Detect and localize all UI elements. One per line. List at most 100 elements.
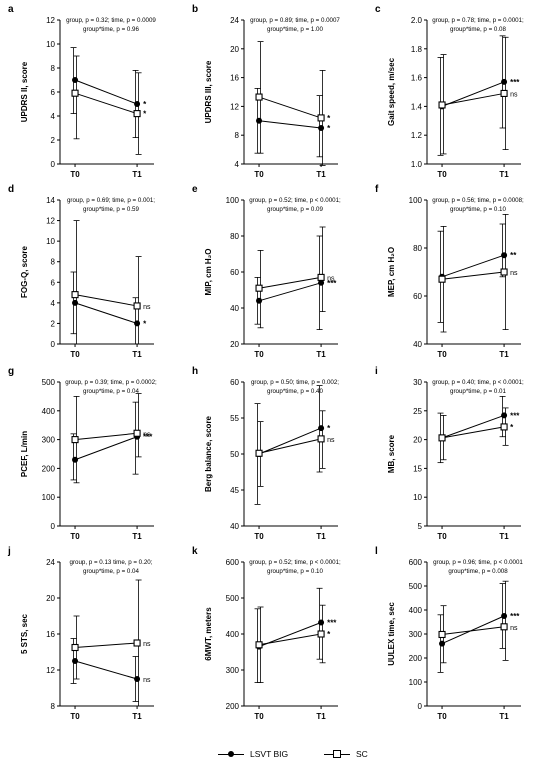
y-axis-label: FOG-Q, score bbox=[20, 245, 29, 298]
y-tick-label: 8 bbox=[51, 258, 56, 267]
series-line bbox=[74, 660, 138, 680]
stats-annotation: group*time, p = 0.04 bbox=[83, 568, 139, 575]
y-tick-label: 40 bbox=[230, 522, 239, 531]
filled-circle-marker-icon bbox=[218, 749, 244, 759]
legend-item-lsvt-big: LSVT BIG bbox=[218, 745, 288, 763]
y-tick-label: 12 bbox=[46, 666, 55, 675]
chart-panel-l: l 0 100 200 300 400 500 600 T0 T1 UULEX time, sec g… bbox=[375, 546, 523, 721]
y-tick-label: 300 bbox=[42, 436, 56, 445]
significance-label: * bbox=[327, 114, 331, 123]
y-tick-label: 60 bbox=[413, 292, 422, 301]
significance-label: * bbox=[327, 630, 331, 639]
data-point-square bbox=[438, 630, 446, 639]
panel-letter: k bbox=[192, 546, 198, 557]
y-tick-label: 45 bbox=[230, 486, 239, 495]
y-tick-label: 100 bbox=[42, 493, 56, 502]
data-point-square bbox=[133, 429, 141, 437]
y-tick-label: 55 bbox=[230, 414, 239, 423]
y-tick-label: 100 bbox=[226, 196, 240, 205]
x-tick-label: T0 bbox=[437, 350, 447, 359]
data-point-circle bbox=[72, 77, 79, 83]
y-tick-label: 2 bbox=[51, 319, 56, 328]
y-tick-label: 15 bbox=[413, 464, 422, 473]
y-tick-label: 10 bbox=[46, 40, 55, 49]
significance-label: ns bbox=[143, 431, 151, 438]
x-tick-label: T0 bbox=[437, 532, 447, 541]
y-tick-label: 200 bbox=[42, 464, 56, 473]
stats-annotation: group, p = 0.89; time, p = 0.0007 bbox=[250, 17, 340, 24]
chart-panel-a: a 0 2 4 6 8 10 12 T0 T1 UPDRS II, score group, p = … bbox=[8, 4, 156, 179]
series-line bbox=[74, 92, 138, 115]
y-tick-label: 100 bbox=[409, 196, 423, 205]
y-axis-label: 5 STS, sec bbox=[20, 613, 29, 654]
y-axis-label: Berg balance, score bbox=[204, 415, 213, 492]
data-point-square bbox=[71, 436, 79, 444]
series-line bbox=[441, 254, 505, 278]
y-tick-label: 20 bbox=[46, 594, 55, 603]
series-line bbox=[75, 642, 138, 648]
x-tick-label: T1 bbox=[499, 170, 509, 179]
significance-label: ns bbox=[510, 270, 518, 277]
x-tick-label: T1 bbox=[316, 170, 326, 179]
data-point-circle bbox=[439, 640, 446, 647]
x-tick-label: T1 bbox=[499, 712, 509, 721]
y-tick-label: 1.8 bbox=[411, 45, 423, 54]
y-tick-label: 300 bbox=[409, 630, 423, 639]
y-tick-label: 200 bbox=[226, 702, 240, 711]
panel-letter: j bbox=[7, 546, 11, 557]
x-tick-label: T1 bbox=[132, 712, 142, 721]
stats-annotation: group*time, p = 0.008 bbox=[448, 568, 508, 575]
significance-label: ns bbox=[510, 625, 518, 632]
y-tick-label: 0 bbox=[51, 340, 56, 349]
x-tick-label: T0 bbox=[254, 712, 264, 721]
y-tick-label: 10 bbox=[46, 237, 55, 246]
x-tick-label: T0 bbox=[70, 170, 80, 179]
stats-annotation: group*time, p = 0.09 bbox=[267, 206, 323, 213]
significance-label: * bbox=[510, 423, 514, 432]
data-point-circle bbox=[501, 613, 508, 619]
panel-letter: i bbox=[375, 366, 378, 377]
y-tick-label: 40 bbox=[230, 304, 239, 313]
chart-panel-b: b 4 8 12 16 20 24 T0 T1 UPDRS III, score group, p … bbox=[192, 4, 340, 179]
data-point-circle bbox=[134, 320, 141, 327]
data-point-square bbox=[500, 423, 508, 431]
data-point-circle bbox=[501, 412, 508, 419]
y-tick-label: 20 bbox=[413, 436, 422, 445]
series-line bbox=[74, 79, 138, 105]
y-axis-label: Gait speed, m/sec bbox=[387, 57, 396, 126]
series-line bbox=[441, 92, 505, 106]
significance-label: *** bbox=[510, 78, 520, 87]
x-tick-label: T0 bbox=[70, 712, 80, 721]
data-point-circle bbox=[318, 619, 325, 626]
significance-label: ** bbox=[510, 251, 517, 260]
y-tick-label: 100 bbox=[409, 678, 423, 687]
y-tick-label: 12 bbox=[46, 16, 55, 25]
data-point-square bbox=[71, 643, 79, 652]
y-axis-label: UPDRS III, score bbox=[204, 60, 213, 123]
y-tick-label: 2.0 bbox=[411, 16, 423, 25]
stats-annotation: group, p = 0.32; time, p = 0.0009 bbox=[66, 17, 156, 24]
significance-label: *** bbox=[143, 433, 153, 442]
significance-label: * bbox=[143, 110, 147, 119]
x-tick-label: T0 bbox=[437, 170, 447, 179]
series-line bbox=[258, 120, 322, 129]
significance-label: ns bbox=[143, 677, 151, 684]
data-point-circle bbox=[501, 78, 508, 85]
x-tick-label: T0 bbox=[254, 532, 264, 541]
y-tick-label: 40 bbox=[413, 340, 422, 349]
panel-letter: c bbox=[375, 4, 381, 15]
data-point-circle bbox=[72, 299, 79, 306]
x-tick-label: T1 bbox=[132, 350, 142, 359]
series-line bbox=[441, 271, 505, 280]
series-line bbox=[258, 282, 322, 302]
significance-label: ns bbox=[327, 275, 335, 282]
stats-annotation: group, p = 0.52; time, p < 0.0001; bbox=[249, 559, 341, 566]
stats-annotation: group*time, p = 0.01 bbox=[450, 388, 506, 395]
data-point-circle bbox=[72, 456, 79, 463]
y-tick-label: 12 bbox=[46, 217, 55, 226]
x-tick-label: T1 bbox=[132, 170, 142, 179]
data-point-circle bbox=[256, 117, 263, 124]
x-tick-label: T1 bbox=[132, 532, 142, 541]
significance-label: *** bbox=[327, 279, 337, 288]
y-tick-label: 8 bbox=[235, 131, 240, 140]
